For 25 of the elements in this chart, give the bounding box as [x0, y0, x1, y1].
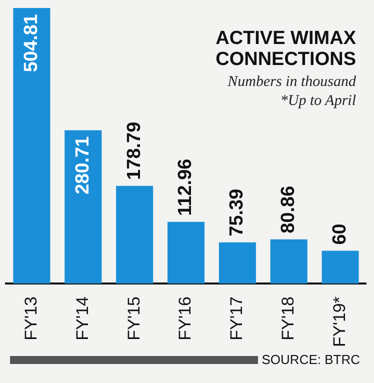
bar [64, 130, 102, 284]
bar [270, 239, 308, 284]
x-tick-label: FY'17 [227, 296, 246, 340]
bar [116, 186, 154, 284]
data-label: 60 [330, 224, 351, 245]
data-label: 75.39 [226, 188, 248, 236]
x-tick-label: FY'13 [21, 296, 40, 340]
data-label: 112.96 [175, 158, 196, 216]
bar [167, 222, 205, 284]
text: Numbers in thousand [228, 74, 356, 91]
x-tick-label: FY'19* [330, 296, 349, 348]
data-label: 80.86 [278, 186, 300, 234]
x-tick-label: FY'14 [72, 296, 92, 340]
text: ACTIVE WIMAX CONNECTIONS [214, 28, 356, 70]
x-tick-label: FY'18 [278, 296, 298, 340]
bar [13, 8, 50, 284]
x-tick-label: FY'15 [124, 296, 144, 340]
annotation: *Up to April [280, 93, 356, 110]
x-tick-label: FY'16 [176, 296, 195, 340]
bar [218, 242, 256, 284]
data-label: 504.81 [20, 14, 42, 72]
source-note: SOURCE: BTRC [262, 352, 360, 367]
data-label: 178.79 [124, 122, 145, 180]
bar [322, 250, 359, 284]
data-label: 280.71 [72, 136, 94, 194]
